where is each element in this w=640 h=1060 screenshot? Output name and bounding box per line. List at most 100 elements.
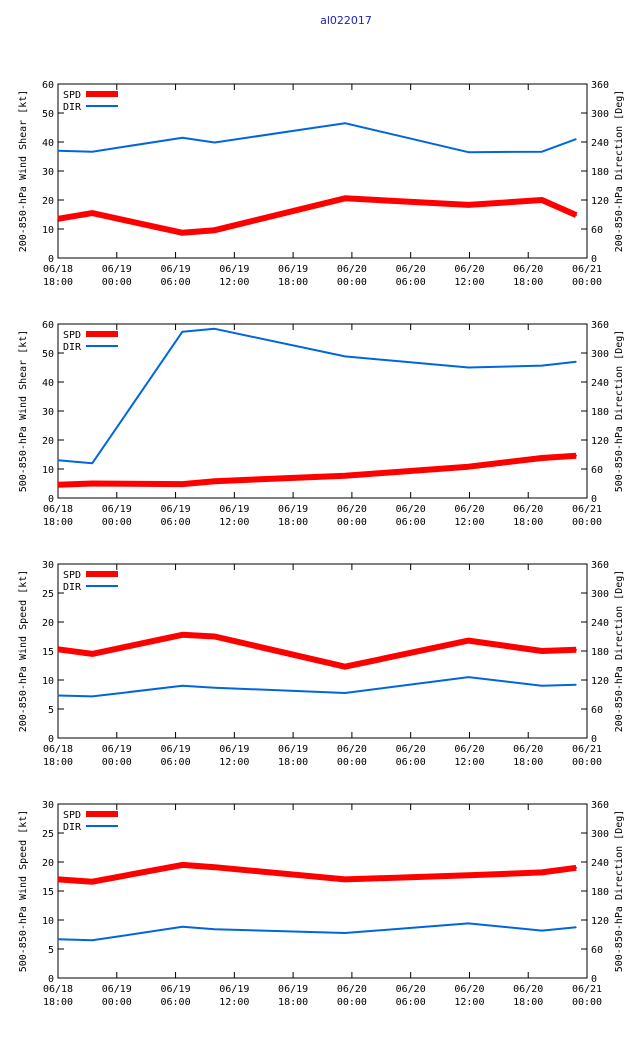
data-point-spd: [91, 212, 94, 214]
y2-tick-label: 0: [591, 254, 597, 265]
y-tick-label: 60: [42, 80, 54, 91]
data-point-dir: [91, 151, 93, 153]
data-point-dir: [467, 367, 469, 368]
x-tick-date: 06/19: [161, 744, 191, 755]
y-tick-label: 50: [42, 109, 54, 120]
x-tick-time: 00:00: [572, 277, 602, 288]
y-tick-label: 30: [42, 560, 54, 571]
y-tick-label: 40: [42, 378, 54, 389]
y-tick-label: 20: [42, 858, 54, 869]
x-tick-date: 06/21: [572, 744, 602, 755]
data-point-spd: [541, 650, 543, 652]
data-point-dir: [344, 692, 346, 694]
x-tick-time: 12:00: [454, 757, 484, 768]
data-point-spd: [91, 482, 94, 485]
x-tick-time: 06:00: [396, 757, 426, 768]
x-tick-time: 18:00: [278, 277, 308, 288]
data-point-spd: [57, 648, 59, 651]
x-tick-time: 00:00: [337, 757, 367, 768]
x-tick-time: 18:00: [513, 997, 543, 1008]
data-point-dir: [91, 695, 93, 697]
y-tick-label: 5: [48, 705, 54, 716]
x-tick-date: 06/19: [102, 264, 132, 275]
data-point-spd: [344, 878, 346, 881]
y-tick-label: 30: [42, 167, 54, 178]
x-tick-date: 06/20: [513, 264, 543, 275]
x-tick-time: 18:00: [513, 517, 543, 528]
y2-tick-label: 240: [591, 858, 609, 869]
x-tick-time: 18:00: [278, 997, 308, 1008]
data-point-dir: [181, 926, 183, 928]
y2-tick-label: 60: [591, 705, 603, 716]
x-tick-date: 06/19: [219, 264, 249, 275]
x-tick-date: 06/19: [102, 984, 132, 995]
y-tick-label: 30: [42, 407, 54, 418]
series-line-dir: [57, 922, 577, 942]
series-line-spd: [57, 195, 578, 236]
data-point-spd: [344, 474, 346, 477]
legend-label-dir: DIR: [63, 342, 82, 353]
data-point-spd: [467, 204, 470, 206]
x-tick-date: 06/20: [396, 744, 426, 755]
y2-axis-label: 200-850-hPa Direction [Deg]: [614, 90, 625, 253]
x-tick-date: 06/20: [454, 504, 484, 515]
data-point-dir: [541, 930, 543, 932]
x-tick-date: 06/19: [161, 984, 191, 995]
y-tick-label: 50: [42, 349, 54, 360]
chart-panel-2: 0 10 20 30 40 50 60 0 60 120 180 240 300 360 06/18 18:0…: [18, 320, 625, 528]
data-point-spd: [467, 874, 470, 877]
x-tick-time: 00:00: [337, 997, 367, 1008]
y-axis-label: 200-850-hPa Wind Shear [kt]: [18, 90, 29, 253]
data-point-spd: [575, 214, 578, 216]
y2-tick-label: 180: [591, 887, 609, 898]
y2-tick-label: 0: [591, 974, 597, 985]
x-tick-date: 06/18: [43, 744, 73, 755]
y2-tick-label: 300: [591, 829, 609, 840]
y-tick-label: 15: [42, 647, 54, 658]
x-tick-date: 06/19: [161, 264, 191, 275]
series-line-dir: [57, 676, 577, 698]
y2-tick-label: 0: [591, 734, 597, 745]
page-title: al022017: [320, 14, 372, 27]
data-point-dir: [467, 151, 469, 153]
x-tick-time: 06:00: [396, 277, 426, 288]
data-point-spd: [541, 871, 543, 874]
data-point-dir: [91, 462, 93, 464]
y-tick-label: 25: [42, 589, 54, 600]
y-tick-label: 10: [42, 676, 54, 687]
y-tick-label: 60: [42, 320, 54, 331]
y-tick-label: 40: [42, 138, 54, 149]
y2-tick-label: 300: [591, 349, 609, 360]
y2-tick-label: 120: [591, 436, 609, 447]
series-line-spd: [57, 452, 577, 488]
x-tick-date: 06/19: [278, 744, 308, 755]
data-point-spd: [181, 864, 184, 866]
x-tick-time: 12:00: [219, 757, 249, 768]
data-point-dir: [91, 939, 93, 941]
data-point-spd: [575, 454, 578, 457]
data-point-dir: [575, 138, 577, 140]
x-tick-time: 00:00: [572, 517, 602, 528]
y2-tick-label: 120: [591, 676, 609, 687]
y2-tick-label: 360: [591, 80, 609, 91]
y2-tick-label: 360: [591, 320, 609, 331]
data-point-spd: [467, 639, 470, 642]
x-tick-time: 06:00: [396, 517, 426, 528]
x-tick-date: 06/20: [337, 984, 367, 995]
x-tick-date: 06/20: [337, 264, 367, 275]
x-tick-time: 12:00: [219, 517, 249, 528]
y2-tick-label: 360: [591, 560, 609, 571]
legend-label-dir: DIR: [63, 102, 82, 113]
x-tick-time: 18:00: [43, 997, 73, 1008]
legend-label-dir: DIR: [63, 582, 82, 593]
x-tick-date: 06/19: [219, 504, 249, 515]
plot-frame: [57, 323, 588, 499]
y2-tick-label: 240: [591, 138, 609, 149]
x-tick-time: 18:00: [278, 757, 308, 768]
data-point-dir: [541, 365, 543, 367]
y-tick-label: 0: [48, 734, 54, 745]
y2-tick-label: 300: [591, 109, 609, 120]
data-point-spd: [213, 229, 216, 231]
x-tick-time: 06:00: [161, 277, 191, 288]
y2-tick-label: 180: [591, 647, 609, 658]
